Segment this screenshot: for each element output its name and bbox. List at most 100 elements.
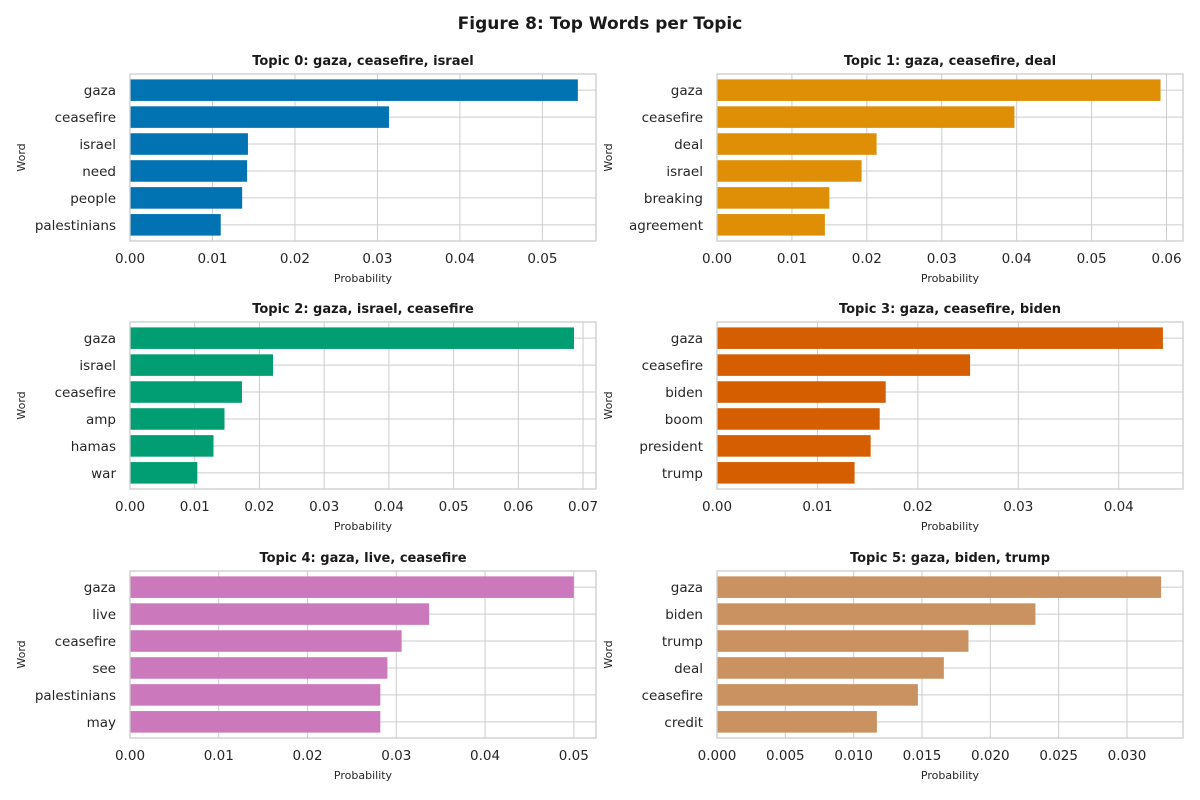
- y-tick-label: agreement: [629, 218, 703, 234]
- y-tick-label: biden: [665, 385, 703, 401]
- panel-title: Topic 5: gaza, biden, trump: [850, 551, 1050, 566]
- bar-war: [130, 462, 198, 484]
- y-tick-label: gaza: [671, 331, 703, 347]
- bar-gaza: [130, 327, 574, 349]
- x-axis-label: Probability: [921, 769, 980, 782]
- y-axis-label: Word: [602, 640, 615, 668]
- bar-ceasefire: [130, 106, 389, 128]
- axes-frame: [716, 73, 1184, 242]
- x-tick-label: 0.05: [1077, 251, 1107, 267]
- x-tick-label: 0.03: [362, 251, 392, 267]
- y-tick-label: breaking: [644, 191, 703, 207]
- bar-boom: [717, 408, 880, 430]
- x-tick-label: 0.04: [445, 251, 475, 267]
- bar-trump: [717, 462, 855, 484]
- bar-ceasefire: [130, 381, 242, 403]
- panel-title: Topic 1: gaza, ceasefire, deal: [844, 54, 1056, 69]
- x-tick-label: 0.00: [115, 748, 145, 764]
- x-tick-label: 0.03: [927, 251, 957, 267]
- bar-gaza: [717, 327, 1163, 349]
- bar-deal: [717, 133, 877, 155]
- y-tick-label: amp: [86, 412, 116, 428]
- y-tick-label: ceasefire: [642, 110, 703, 126]
- x-tick-label: 0.01: [197, 251, 227, 267]
- x-tick-label: 0.02: [903, 499, 933, 515]
- y-tick-label: hamas: [71, 439, 116, 455]
- bar-amp: [130, 408, 225, 430]
- bar-gaza: [717, 79, 1161, 101]
- x-tick-label: 0.05: [559, 748, 589, 764]
- y-tick-label: palestinians: [35, 218, 116, 234]
- bar-palestinians: [130, 214, 221, 236]
- x-tick-label: 0.020: [971, 748, 1010, 764]
- bar-ceasefire: [717, 684, 918, 706]
- y-tick-label: israel: [79, 358, 116, 374]
- x-tick-label: 0.01: [180, 499, 210, 515]
- x-tick-label: 0.00: [702, 499, 732, 515]
- axes-frame: [129, 570, 597, 739]
- panel-title: Topic 2: gaza, israel, ceasefire: [252, 302, 474, 317]
- bar-gaza: [717, 576, 1162, 598]
- x-tick-label: 0.03: [309, 499, 339, 515]
- chart-panel-0: gaza ceasefire israel need people palestinian…: [15, 54, 597, 285]
- x-tick-label: 0.04: [1002, 251, 1032, 267]
- y-tick-label: ceasefire: [642, 688, 703, 704]
- x-axis-label: Probability: [334, 520, 393, 533]
- y-tick-label: war: [91, 466, 116, 482]
- figure-title: Figure 8: Top Words per Topic: [458, 14, 743, 34]
- bar-may: [130, 711, 381, 733]
- y-tick-label: gaza: [84, 580, 116, 596]
- bar-ceasefire: [717, 106, 1015, 128]
- y-tick-label: deal: [674, 661, 703, 677]
- x-axis-label: Probability: [334, 272, 393, 285]
- x-tick-label: 0.01: [802, 499, 832, 515]
- chart-panel-3: gaza ceasefire biden boom president trump 0.00…: [602, 302, 1184, 533]
- x-tick-label: 0.030: [1108, 748, 1147, 764]
- x-tick-label: 0.02: [280, 251, 310, 267]
- x-tick-label: 0.01: [777, 251, 807, 267]
- bar-israel: [130, 354, 274, 376]
- bar-biden: [717, 381, 886, 403]
- y-tick-label: israel: [79, 137, 116, 153]
- bar-israel: [130, 133, 248, 155]
- y-tick-label: trump: [662, 634, 703, 650]
- x-axis-label: Probability: [921, 272, 980, 285]
- x-tick-label: 0.03: [381, 748, 411, 764]
- x-axis-label: Probability: [921, 520, 980, 533]
- panel-title: Topic 4: gaza, live, ceasefire: [259, 551, 466, 566]
- y-axis-label: Word: [15, 640, 28, 668]
- axes-frame: [129, 73, 597, 242]
- x-tick-label: 0.04: [1104, 499, 1134, 515]
- x-tick-label: 0.04: [374, 499, 404, 515]
- x-tick-label: 0.010: [834, 748, 873, 764]
- x-tick-label: 0.005: [766, 748, 805, 764]
- y-tick-label: may: [87, 715, 116, 731]
- x-tick-label: 0.04: [470, 748, 500, 764]
- y-tick-label: israel: [666, 164, 703, 180]
- axes-frame: [129, 321, 597, 490]
- y-tick-label: president: [639, 439, 703, 455]
- x-tick-label: 0.00: [115, 499, 145, 515]
- y-tick-label: trump: [662, 466, 703, 482]
- x-tick-label: 0.05: [439, 499, 469, 515]
- y-tick-label: ceasefire: [55, 385, 116, 401]
- y-axis-label: Word: [15, 143, 28, 171]
- axes-frame: [716, 570, 1184, 739]
- y-tick-label: deal: [674, 137, 703, 153]
- y-tick-label: ceasefire: [55, 634, 116, 650]
- y-tick-label: biden: [665, 607, 703, 623]
- bar-president: [717, 435, 871, 457]
- y-axis-label: Word: [15, 391, 28, 419]
- y-axis-label: Word: [602, 143, 615, 171]
- chart-panels: gaza ceasefire israel need people palestinian…: [15, 54, 1184, 782]
- bar-breaking: [717, 187, 830, 209]
- bar-hamas: [130, 435, 214, 457]
- x-tick-label: 0.00: [702, 251, 732, 267]
- panel-title: Topic 0: gaza, ceasefire, israel: [252, 54, 474, 69]
- x-tick-label: 0.00: [115, 251, 145, 267]
- bar-ceasefire: [130, 630, 402, 652]
- y-tick-label: gaza: [84, 331, 116, 347]
- axes-frame: [716, 321, 1184, 490]
- bar-live: [130, 603, 430, 625]
